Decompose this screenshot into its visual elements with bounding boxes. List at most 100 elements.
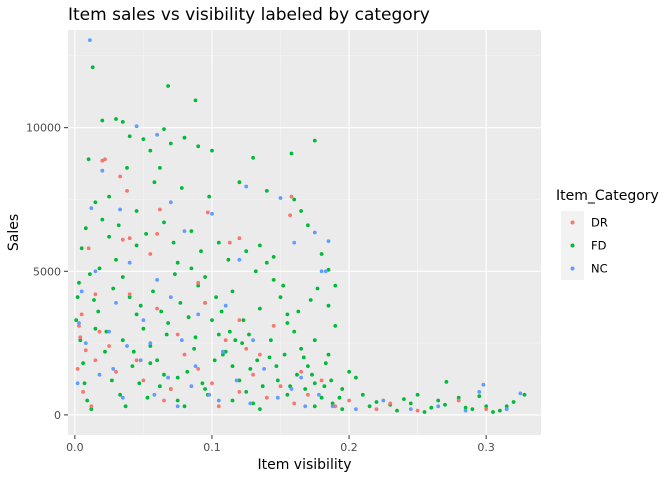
- data-point-fd: [114, 117, 118, 121]
- data-point-fd: [274, 364, 279, 368]
- minor-gridlines: [68, 30, 541, 435]
- data-point-fd: [285, 312, 290, 317]
- data-point-fd: [463, 405, 468, 410]
- data-point-nc: [234, 378, 239, 383]
- data-point-fd: [264, 260, 269, 265]
- data-point-fd: [104, 329, 109, 334]
- data-point-fd: [251, 155, 256, 160]
- data-point-fd: [189, 266, 194, 271]
- legend-label-nc: NC: [591, 262, 608, 276]
- data-point-dr: [271, 324, 276, 328]
- data-point-nc: [168, 200, 173, 205]
- data-point-nc: [330, 404, 335, 409]
- data-point-nc: [179, 338, 184, 343]
- data-point-nc: [93, 269, 98, 274]
- data-point-dr: [107, 344, 111, 348]
- data-point-dr: [158, 207, 162, 212]
- data-point-fd: [100, 217, 105, 222]
- data-point-dr: [125, 189, 129, 193]
- data-point-fd: [158, 384, 162, 389]
- data-point-fd: [203, 387, 208, 391]
- data-point-nc: [436, 404, 441, 409]
- data-point-nc: [100, 168, 105, 173]
- data-point-fd: [74, 318, 79, 322]
- data-point-dr: [89, 404, 94, 409]
- data-point-fd: [299, 209, 303, 213]
- x-axis-title: Item visibility: [257, 457, 351, 473]
- data-point-fd: [214, 295, 219, 299]
- data-point-nc: [138, 358, 143, 363]
- data-point-nc: [244, 184, 249, 189]
- data-point-fd: [319, 252, 324, 256]
- data-point-nc: [134, 124, 139, 129]
- data-point-nc: [354, 407, 358, 411]
- data-point-dr: [78, 335, 83, 340]
- data-point-fd: [260, 384, 265, 389]
- data-point-fd: [491, 410, 495, 414]
- data-point-dr: [374, 407, 379, 411]
- data-point-dr: [97, 329, 102, 334]
- data-point-fd: [138, 303, 143, 308]
- data-point-fd: [152, 180, 157, 185]
- data-point-nc: [155, 278, 160, 282]
- data-point-fd: [443, 402, 447, 407]
- data-point-fd: [322, 384, 327, 389]
- data-point-fd: [269, 338, 273, 343]
- y-tick-label: 5000: [33, 265, 61, 278]
- data-point-fd: [114, 257, 118, 262]
- data-point-nc: [481, 382, 486, 387]
- data-point-fd: [484, 404, 489, 409]
- data-point-fd: [244, 249, 249, 254]
- data-point-fd: [123, 404, 128, 409]
- data-point-dr: [103, 157, 107, 162]
- data-point-nc: [127, 260, 132, 265]
- data-point-fd: [374, 400, 379, 404]
- data-point-fd: [347, 369, 351, 374]
- data-point-fd: [306, 223, 310, 228]
- legend-key-nc-icon: [570, 266, 575, 271]
- data-point-fd: [312, 381, 317, 386]
- data-point-dr: [93, 292, 98, 297]
- data-point-nc: [79, 289, 84, 294]
- data-point-fd: [130, 364, 135, 368]
- data-point-fd: [85, 398, 90, 403]
- data-point-fd: [210, 318, 214, 322]
- data-point-fd: [429, 405, 434, 410]
- data-point-fd: [292, 329, 297, 334]
- data-point-fd: [408, 401, 413, 406]
- data-point-fd: [162, 372, 166, 377]
- data-point-dr: [289, 194, 294, 199]
- data-point-dr: [155, 306, 160, 311]
- data-point-fd: [337, 395, 342, 400]
- data-point-fd: [310, 372, 314, 377]
- data-point-nc: [278, 196, 283, 200]
- data-point-fd: [182, 404, 187, 409]
- data-point-nc: [168, 295, 173, 299]
- data-point-fd: [144, 232, 149, 236]
- data-point-nc: [477, 390, 482, 394]
- data-point-dr: [237, 318, 242, 322]
- data-point-fd: [164, 332, 169, 337]
- data-point-dr: [258, 352, 262, 357]
- data-point-fd: [189, 229, 194, 234]
- data-point-dr: [168, 387, 173, 391]
- data-point-fd: [118, 392, 122, 397]
- data-point-nc: [193, 364, 198, 368]
- data-point-dr: [415, 408, 420, 413]
- data-point-fd: [93, 326, 98, 331]
- data-point-dr: [86, 246, 91, 251]
- data-point-fd: [92, 298, 96, 302]
- data-point-fd: [522, 392, 527, 397]
- data-point-fd: [360, 392, 365, 397]
- data-point-dr: [83, 348, 88, 353]
- x-tick-label: 0.1: [203, 441, 221, 454]
- data-point-nc: [275, 395, 280, 400]
- data-point-fd: [267, 355, 272, 360]
- data-point-fd: [171, 240, 176, 245]
- data-point-fd: [207, 194, 212, 199]
- data-point-nc: [237, 257, 242, 262]
- data-point-fd: [175, 398, 180, 403]
- data-point-fd: [83, 226, 88, 231]
- data-point-fd: [212, 358, 217, 363]
